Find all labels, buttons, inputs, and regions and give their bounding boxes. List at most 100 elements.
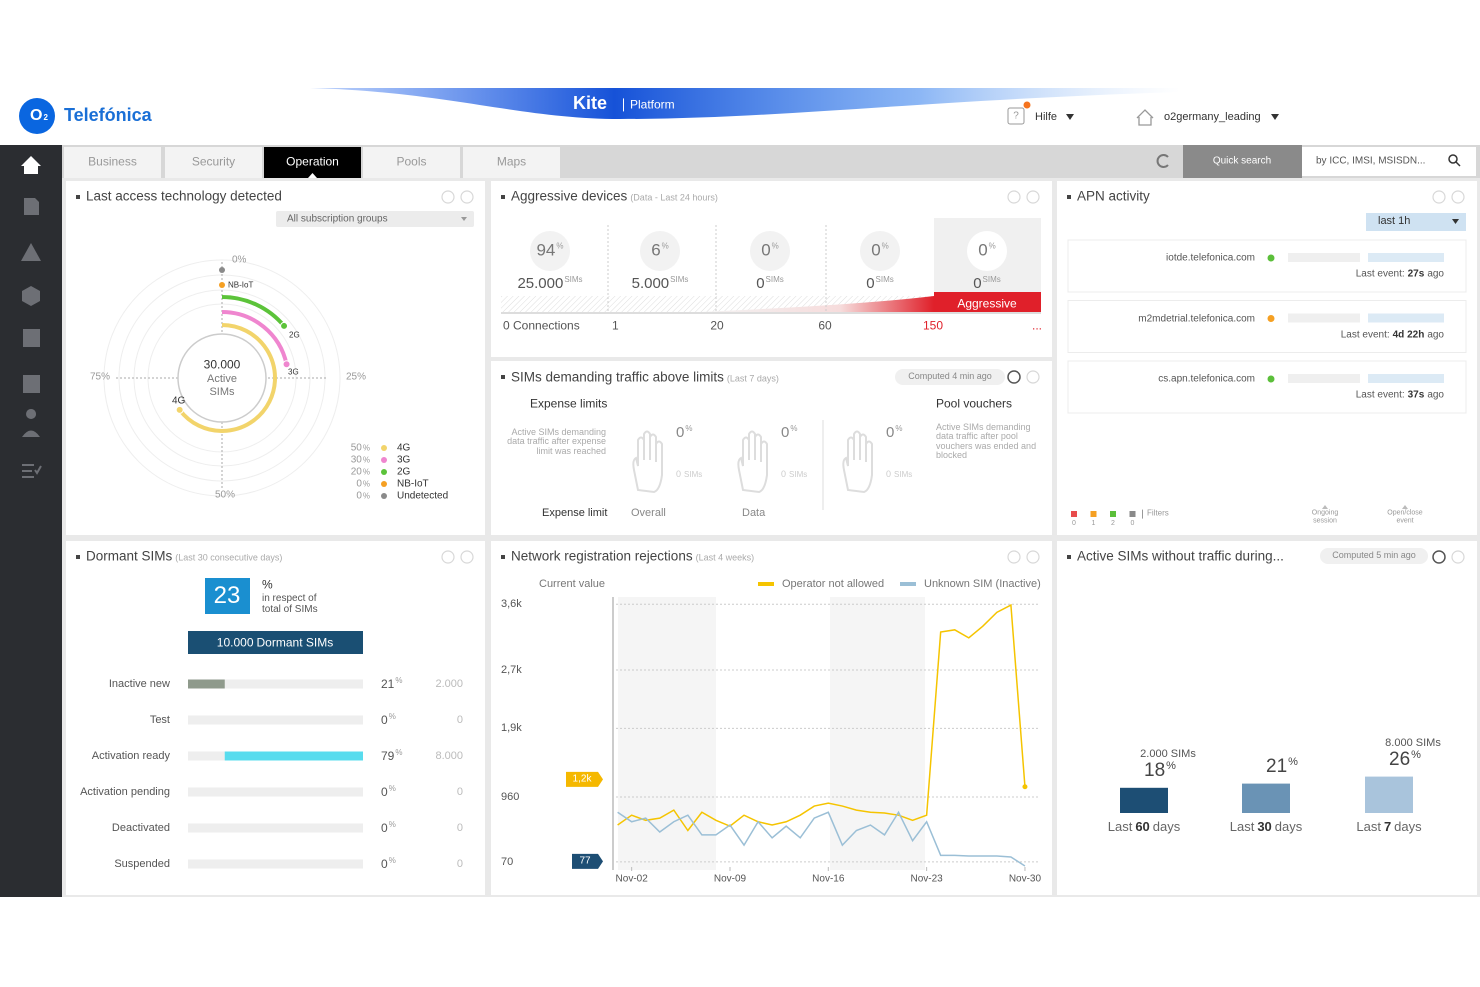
product-sub: Platform <box>623 98 675 112</box>
row-count: 0 <box>456 821 463 834</box>
apn-last-event-part: 37s <box>1407 389 1425 401</box>
tab[interactable]: Maps <box>496 154 527 169</box>
tab <box>264 147 361 178</box>
panel-title: Aggressive devices (Data - Last 24 hours) <box>511 189 718 205</box>
apn-last-event-part: Last event: <box>1340 329 1390 340</box>
panel-title: APN activity <box>1077 189 1150 205</box>
legend-value-part: 20 <box>350 466 362 478</box>
row-pct-part: 21 <box>381 676 395 691</box>
period-label-part: days <box>1394 818 1422 834</box>
title-bullets <box>76 195 1071 559</box>
row-pct-part: % <box>388 819 396 829</box>
tab[interactable]: Pools <box>396 154 427 169</box>
column-count-part: 0 <box>756 274 765 292</box>
row-pct: 0% <box>381 819 396 835</box>
search-button[interactable]: Quick search <box>1212 155 1272 167</box>
gauge-count-part: 0 <box>886 469 892 480</box>
nav-tasks[interactable] <box>22 464 42 478</box>
row-track <box>188 859 363 869</box>
legend-dot <box>381 481 387 487</box>
row-pct-part: % <box>388 855 396 865</box>
tech-arc <box>221 310 289 365</box>
column-count: 0SIMs <box>756 274 784 293</box>
logo-circle <box>19 98 55 134</box>
legend-value-part: % <box>362 467 370 477</box>
apn-session-bar <box>1288 313 1360 323</box>
user[interactable]: o2germany_leading <box>1164 110 1261 123</box>
total-part: 10.000 <box>216 635 254 650</box>
current-badge <box>572 853 603 869</box>
row-pct-part: 0 <box>381 820 388 835</box>
arc-label: 2G <box>289 330 300 340</box>
series-end <box>1022 784 1028 790</box>
panel-title: Last access technology detected <box>86 189 282 205</box>
tech-dot <box>219 267 225 273</box>
total-button[interactable] <box>188 631 363 654</box>
column-count-part: SIMs <box>670 274 689 284</box>
week-band <box>830 597 925 870</box>
column-pct-part: 0 <box>978 240 988 260</box>
tab[interactable]: Operation <box>286 154 339 169</box>
filter[interactable]: All subscription groups <box>287 213 388 225</box>
column-count-part: 0 <box>866 274 875 292</box>
legend-name: 4G <box>397 442 411 454</box>
panel-title-part: SIMs demanding traffic above limits <box>511 369 724 385</box>
filter-count: 0 <box>1130 520 1135 528</box>
row-pct-part: % <box>395 747 403 757</box>
apn-last-event-part: ago <box>1427 389 1444 401</box>
refresh-icon[interactable] <box>1156 154 1169 168</box>
aggressive-badge <box>934 292 1041 312</box>
nav-users[interactable] <box>22 409 40 437</box>
series-line <box>617 810 1026 867</box>
search-input[interactable]: by ICC, IMSI, MSISDN... <box>1316 155 1426 167</box>
filter-dropdown[interactable] <box>276 211 474 227</box>
period-pct: 26% <box>1389 748 1421 770</box>
filter-count: 2 <box>1111 520 1115 528</box>
filter-count: 0 <box>1072 520 1076 528</box>
pct-circle <box>860 231 900 271</box>
refresh-icons[interactable] <box>1007 370 1446 564</box>
period-pct-part: 26 <box>1389 748 1411 770</box>
gauge-count-part: SIMs <box>684 470 703 480</box>
period-pct-part: % <box>1166 759 1176 772</box>
row-label: Test <box>149 713 170 726</box>
search-input-bg[interactable] <box>1302 147 1476 176</box>
search-icon[interactable] <box>1448 154 1458 164</box>
series-line <box>617 603 1026 832</box>
arc-label: NB-IoT <box>228 280 254 290</box>
period[interactable]: last 1h <box>1378 214 1411 227</box>
nav-alerts[interactable] <box>21 243 41 261</box>
total[interactable]: 10.000 Dormant SIMs <box>217 636 333 649</box>
filter-dot <box>1090 511 1097 517</box>
period-dropdown[interactable] <box>1366 213 1466 231</box>
expense-desc: Active SIMs demanding data traffic after… <box>507 426 606 456</box>
nav-inventory[interactable] <box>22 286 40 306</box>
nav-docs[interactable] <box>24 198 39 215</box>
gauge-count: 0 SIMs <box>886 469 912 480</box>
tech-dot <box>219 282 225 288</box>
legend-name: NB-IoT <box>397 478 429 490</box>
nav-home[interactable] <box>21 156 41 174</box>
current-badge <box>566 771 603 787</box>
expense-title: Expense limits <box>530 396 608 411</box>
apn-event-bar <box>1368 253 1444 262</box>
nav-billing[interactable] <box>23 329 40 347</box>
tech-dot <box>175 405 184 414</box>
search-button-bg[interactable] <box>1183 145 1302 178</box>
help[interactable]: Hilfe <box>1035 110 1058 123</box>
period-bar <box>1120 787 1168 813</box>
period-label-part: Last <box>1356 818 1381 834</box>
period-label-part: days <box>1274 818 1303 834</box>
apn-last-event-part: 27s <box>1407 268 1425 280</box>
gauge-pct-part: 0 <box>676 423 685 441</box>
tab[interactable]: Security <box>191 154 236 169</box>
tab[interactable]: Business <box>88 154 137 169</box>
legend-value-part: 30 <box>350 454 362 466</box>
arc-label: 4G <box>172 395 186 407</box>
panel-icons[interactable] <box>441 190 1465 564</box>
period-bar <box>1242 783 1290 813</box>
column-pct-part: 6 <box>651 240 661 260</box>
legend-marker <box>1322 505 1328 509</box>
nav-reports[interactable] <box>23 375 40 393</box>
legend-dot <box>381 493 387 499</box>
